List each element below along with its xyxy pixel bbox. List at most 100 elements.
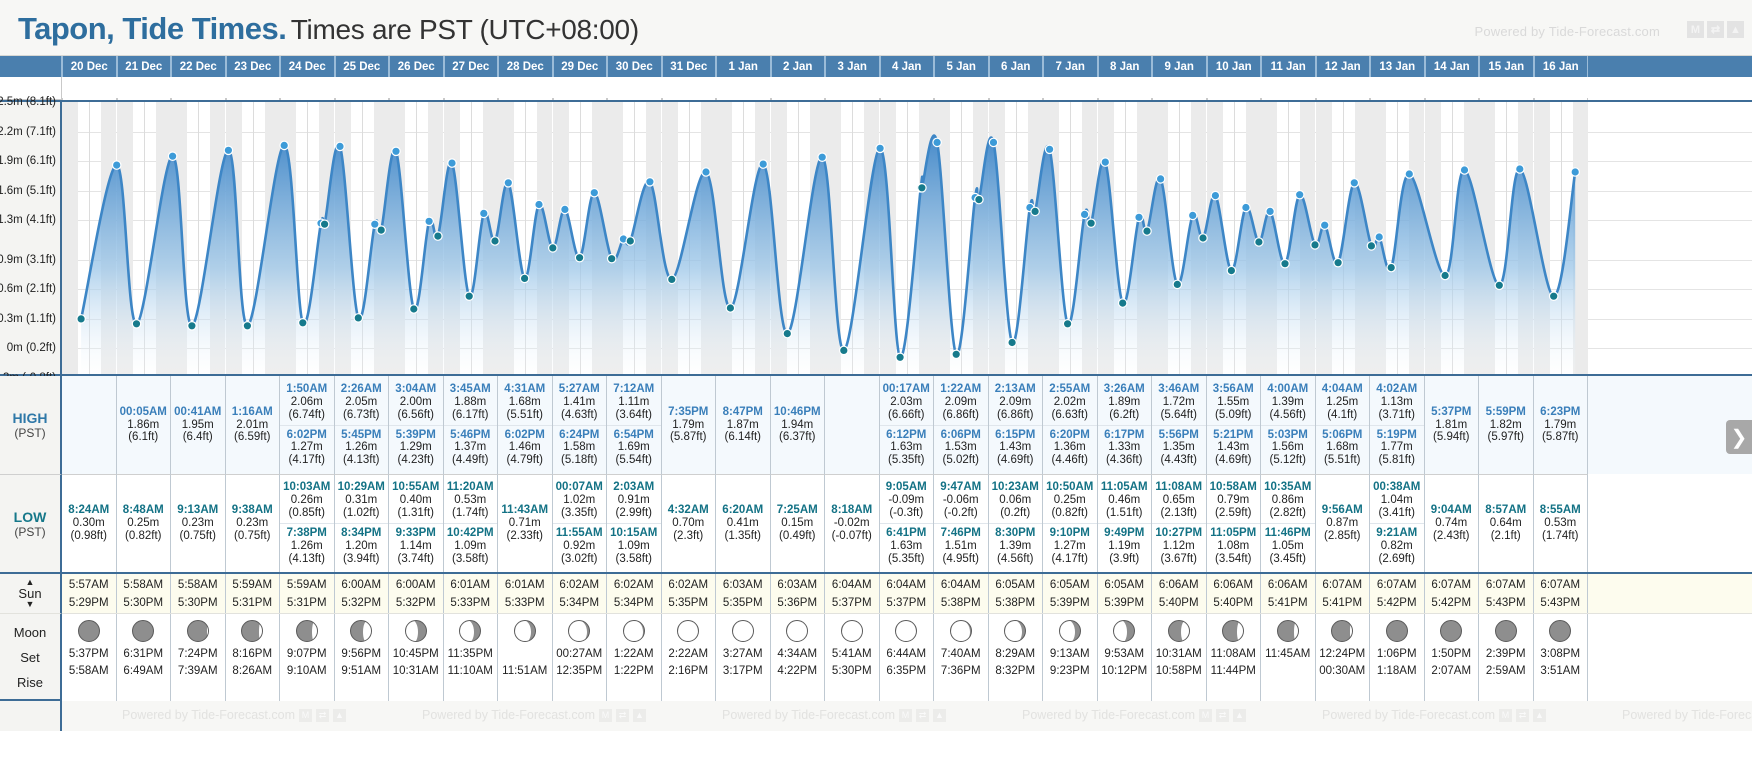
- tide-event-meters: 1.08m: [1217, 539, 1250, 552]
- tide-event-meters: 1.63m: [890, 441, 923, 454]
- low-tide-point: [433, 231, 443, 241]
- tide-event-feet: (5.94ft): [1433, 431, 1470, 444]
- date-header-cell[interactable]: 28 Dec: [498, 56, 553, 77]
- tide-event-time: 4:00AM: [1267, 382, 1309, 395]
- date-header-cell[interactable]: 31 Dec: [661, 56, 716, 77]
- tide-event-time: 11:08AM: [1155, 481, 1203, 494]
- date-header-cell[interactable]: 16 Jan: [1533, 56, 1588, 77]
- tide-event-feet: (3.58ft): [615, 552, 652, 565]
- date-header-cell[interactable]: 8 Jan: [1097, 56, 1152, 77]
- moon-phase-icon: [241, 620, 264, 642]
- sunset-time: 5:43PM: [1540, 596, 1581, 609]
- date-header-cell[interactable]: 9 Jan: [1152, 56, 1207, 77]
- date-header-cell[interactable]: 12 Jan: [1315, 56, 1370, 77]
- tide-scroll-viewport[interactable]: 20 Dec 21 Dec 22 Dec 23 Dec 24 Dec 25 Dec 26 D…: [62, 56, 1752, 780]
- date-header-cell[interactable]: 11 Jan: [1261, 56, 1316, 77]
- date-header-cell[interactable]: 21 Dec: [116, 56, 171, 77]
- tide-event-feet: (0.82ft): [125, 529, 162, 542]
- high-tide-cell: 2:55AM 2.02m (6.63ft) 6:20PM 1.36m (4.46ft): [1043, 376, 1098, 474]
- row-label-sun: ▲ Sun ▼: [0, 572, 62, 613]
- date-header-cell[interactable]: 15 Jan: [1479, 56, 1534, 77]
- moon-phase-icon: [132, 620, 155, 642]
- tide-event-meters: 1.20m: [345, 539, 378, 552]
- sun-cell: 5:59AM 5:31PM: [280, 574, 335, 615]
- date-header-cell[interactable]: 22 Dec: [171, 56, 226, 77]
- date-header-cell[interactable]: 20 Dec: [62, 56, 117, 77]
- tide-event: 7:35PM 1.79m (5.87ft): [662, 405, 716, 446]
- tide-event-feet: (2.69ft): [1378, 552, 1415, 565]
- tide-event-meters: 1.46m: [508, 441, 541, 454]
- low-tide-point: [1280, 258, 1290, 269]
- low-tide-point: [187, 321, 197, 331]
- date-header-cell[interactable]: 29 Dec: [552, 56, 607, 77]
- date-header-cell[interactable]: 24 Dec: [280, 56, 335, 77]
- sun-cell: 6:04AM 5:37PM: [880, 574, 934, 615]
- moon-phase-icon: [459, 620, 482, 642]
- tide-event-meters: 1.29m: [399, 441, 432, 454]
- high-tide-point: [1515, 164, 1525, 174]
- sun-cell: 6:04AM 5:37PM: [825, 574, 880, 615]
- date-header-row: 20 Dec 21 Dec 22 Dec 23 Dec 24 Dec 25 Dec 26 D…: [62, 56, 1752, 77]
- badge-swap-icon: ⇄: [1707, 21, 1724, 38]
- chart-y-tick-label: 0m (0.2ft): [6, 342, 56, 355]
- tide-event-time: 2:55AM: [1049, 382, 1091, 395]
- sun-cell: 6:03AM 5:35PM: [716, 574, 771, 615]
- date-header-cell[interactable]: 7 Jan: [1043, 56, 1098, 77]
- tide-event-time: 7:12AM: [613, 382, 655, 395]
- date-header-cell[interactable]: 6 Jan: [988, 56, 1043, 77]
- tide-event: 6:02PM 1.27m (4.17ft): [280, 424, 334, 469]
- tide-event-feet: (-0.3ft): [889, 507, 924, 520]
- tide-event: 10:58AM 0.79m (2.59ft): [1207, 480, 1261, 521]
- date-header-cell[interactable]: 30 Dec: [607, 56, 662, 77]
- tide-event-time: 5:46PM: [450, 428, 491, 441]
- watermark-badge-1: ⇄: [316, 708, 329, 722]
- tide-event-feet: (1.51ft): [1106, 507, 1143, 520]
- tide-event-meters: 0.91m: [617, 494, 650, 507]
- sunrise-time: 6:07AM: [1540, 579, 1581, 592]
- date-header-cell[interactable]: 27 Dec: [443, 56, 498, 77]
- tide-event-time: 6:41PM: [886, 527, 927, 539]
- date-header-cell[interactable]: 3 Jan: [825, 56, 880, 77]
- tide-event-feet: (0.98ft): [70, 529, 107, 542]
- date-header-cell[interactable]: 26 Dec: [389, 56, 444, 77]
- row-label-high-tz: (PST): [14, 426, 46, 440]
- chart-y-tick-label: 2.2m (7.1ft): [0, 125, 56, 138]
- tide-event-feet: (6.56ft): [397, 408, 434, 421]
- tide-event-time: 9:04AM: [1430, 504, 1472, 517]
- high-tide-point: [817, 152, 827, 162]
- moon-cell: 5:37PM 5:58AM: [62, 614, 117, 702]
- date-header-cell[interactable]: 13 Jan: [1370, 56, 1425, 77]
- powered-by-watermark: Powered by Tide-Forecast.com M ⇄ ▲: [122, 708, 346, 722]
- next-page-button[interactable]: ❯: [1726, 420, 1752, 454]
- tide-event-feet: (4.49ft): [452, 454, 489, 467]
- tide-event: 1:22AM 2.09m (6.86ft): [934, 382, 988, 423]
- date-header-cell[interactable]: 2 Jan: [770, 56, 825, 77]
- date-header-cell[interactable]: 14 Jan: [1424, 56, 1479, 77]
- date-header-cell[interactable]: 10 Jan: [1206, 56, 1261, 77]
- date-header-cell[interactable]: 23 Dec: [225, 56, 280, 77]
- tide-event-feet: (1.35ft): [724, 529, 761, 542]
- tide-event: 11:20AM 0.53m (1.74ft): [444, 480, 498, 521]
- date-header-cell[interactable]: 4 Jan: [879, 56, 934, 77]
- tide-event-feet: (6.74ft): [288, 408, 325, 421]
- tide-event: 00:07AM 1.02m (3.35ft): [553, 480, 607, 521]
- tide-event: 10:15AM 1.09m (3.58ft): [607, 523, 661, 567]
- moon-cell: 9:53AM 10:12PM: [1098, 614, 1152, 702]
- tide-event-time: 5:19PM: [1376, 428, 1417, 441]
- date-header-cell[interactable]: 1 Jan: [716, 56, 771, 77]
- moon-phase-icon: [840, 620, 863, 642]
- moon-cell: 5:41AM 5:30PM: [825, 614, 880, 702]
- date-header-cell[interactable]: 25 Dec: [334, 56, 389, 77]
- low-tide-point: [1226, 265, 1237, 276]
- low-tide-cell: 11:08AM 0.65m (2.13ft) 10:27PM 1.12m (3.67ft): [1152, 474, 1207, 572]
- moon-cell: 6:31PM 6:49AM: [117, 614, 171, 702]
- watermark-badge-1: ⇄: [916, 708, 929, 722]
- date-header-cell[interactable]: 5 Jan: [934, 56, 989, 77]
- moonset-time: 00:27AM: [556, 648, 603, 660]
- label-footer-spacer: [0, 701, 62, 731]
- tide-event-meters: 1.94m: [781, 418, 814, 431]
- low-tide-cell: 8:57AM 0.64m (2.1ft): [1479, 474, 1534, 572]
- sunrise-time: 6:07AM: [1485, 579, 1526, 592]
- tide-event: 5:46PM 1.37m (4.49ft): [443, 424, 497, 469]
- moonset-time: 9:13AM: [1049, 648, 1090, 660]
